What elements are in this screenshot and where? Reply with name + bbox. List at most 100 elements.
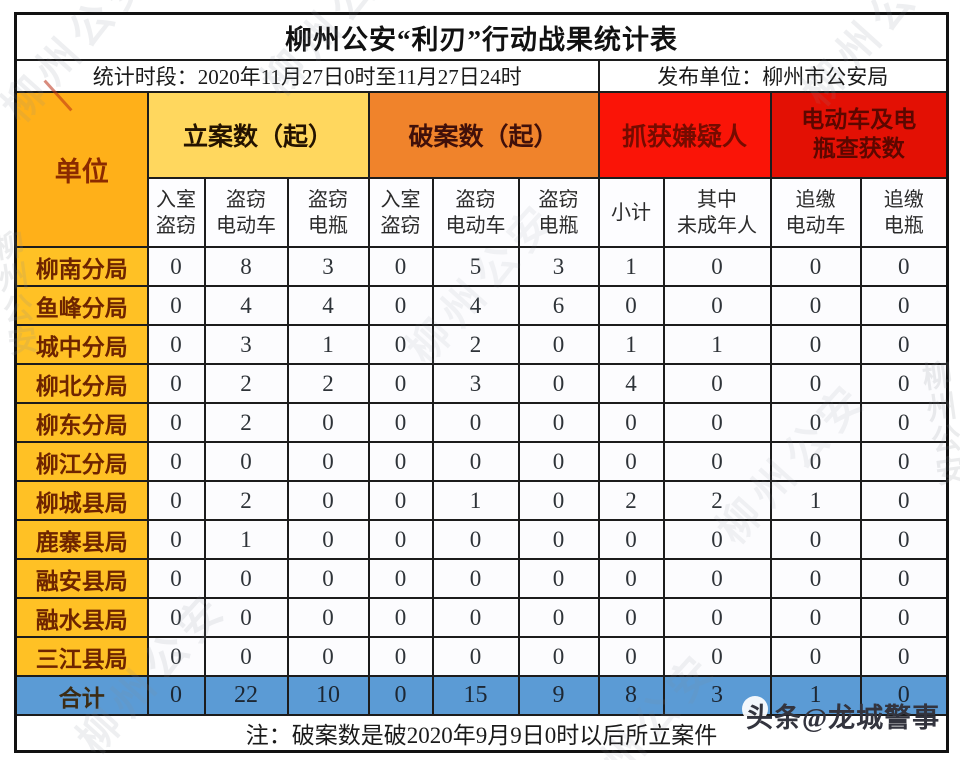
value-cell: 0 <box>769 402 862 443</box>
row-label: 柳城县局 <box>14 480 149 521</box>
value-cell: 0 <box>431 636 520 677</box>
value-cell: 0 <box>662 285 772 326</box>
value-cell: 0 <box>286 519 370 560</box>
value-cell: 0 <box>367 441 434 482</box>
table-row: 融安县局 0 0 0 0 0 0 0 0 0 0 <box>14 558 949 599</box>
value-cell: 0 <box>859 285 949 326</box>
value-cell: 4 <box>203 285 289 326</box>
col-header-ebike-theft-filed: 盗窃 电动车 <box>203 177 289 248</box>
col-header-battery-theft-filed: 盗窃 电瓶 <box>286 177 370 248</box>
value-cell: 8 <box>203 246 289 287</box>
value-cell: 2 <box>203 480 289 521</box>
value-cell: 0 <box>367 246 434 287</box>
row-label: 融水县局 <box>14 597 149 638</box>
value-cell: 0 <box>203 441 289 482</box>
value-cell: 0 <box>662 597 772 638</box>
col-header-battery-theft-solved: 盗窃 电瓶 <box>517 177 600 248</box>
value-cell: 0 <box>859 402 949 443</box>
value-cell: 0 <box>597 402 665 443</box>
value-cell: 0 <box>286 480 370 521</box>
value-cell: 0 <box>859 597 949 638</box>
value-cell: 1 <box>597 246 665 287</box>
value-cell: 0 <box>517 519 600 560</box>
value-cell: 0 <box>859 519 949 560</box>
value-cell: 0 <box>662 441 772 482</box>
value-cell: 0 <box>367 402 434 443</box>
title-row: 柳州公安“利刃”行动战果统计表 <box>14 12 949 61</box>
row-label: 融安县局 <box>14 558 149 599</box>
value-cell: 0 <box>662 363 772 404</box>
value-cell: 0 <box>146 402 206 443</box>
value-cell: 0 <box>662 402 772 443</box>
value-cell: 22 <box>203 675 289 716</box>
value-cell: 0 <box>859 480 949 521</box>
value-cell: 0 <box>431 519 520 560</box>
row-label: 城中分局 <box>14 324 149 365</box>
value-cell: 0 <box>517 597 600 638</box>
table-body: 柳南分局 0 8 3 0 5 3 1 0 0 0 鱼峰分局 0 4 4 0 4 6 0 0 0 0 城中分局 0 3 1 0 2 0 1 1… <box>14 246 949 716</box>
value-cell: 0 <box>367 675 434 716</box>
value-cell: 1 <box>431 480 520 521</box>
value-cell: 0 <box>517 363 600 404</box>
value-cell: 0 <box>597 558 665 599</box>
table-row: 城中分局 0 3 1 0 2 0 1 1 0 0 <box>14 324 949 365</box>
col-header-unit: 单位 <box>14 91 149 248</box>
value-cell: 0 <box>859 636 949 677</box>
value-cell: 0 <box>769 558 862 599</box>
row-label: 鹿寨县局 <box>14 519 149 560</box>
value-cell: 0 <box>597 636 665 677</box>
value-cell: 0 <box>859 675 949 716</box>
value-cell: 0 <box>146 636 206 677</box>
value-cell: 0 <box>517 402 600 443</box>
value-cell: 0 <box>769 324 862 365</box>
value-cell: 2 <box>286 363 370 404</box>
row-label: 柳江分局 <box>14 441 149 482</box>
value-cell: 0 <box>286 402 370 443</box>
value-cell: 1 <box>597 324 665 365</box>
table-row: 柳南分局 0 8 3 0 5 3 1 0 0 0 <box>14 246 949 287</box>
value-cell: 0 <box>859 558 949 599</box>
value-cell: 0 <box>146 480 206 521</box>
value-cell: 6 <box>517 285 600 326</box>
value-cell: 3 <box>203 324 289 365</box>
sub-header-row: 入室 盗窃 盗窃 电动车 盗窃 电瓶 入室 盗窃 盗窃 电动车 盗窃 电瓶 小计… <box>16 177 949 248</box>
value-cell: 0 <box>517 636 600 677</box>
row-label: 柳北分局 <box>14 363 149 404</box>
value-cell: 0 <box>431 558 520 599</box>
value-cell: 0 <box>662 636 772 677</box>
value-cell: 3 <box>431 363 520 404</box>
col-group-cases-solved: 破案数（起） <box>367 91 600 179</box>
table-row: 鹿寨县局 0 1 0 0 0 0 0 0 0 0 <box>14 519 949 560</box>
col-group-suspects-caught: 抓获嫌疑人 <box>597 91 772 179</box>
value-cell: 1 <box>662 324 772 365</box>
value-cell: 0 <box>367 324 434 365</box>
value-cell: 0 <box>203 636 289 677</box>
value-cell: 3 <box>286 246 370 287</box>
value-cell: 0 <box>769 519 862 560</box>
value-cell: 0 <box>146 246 206 287</box>
value-cell: 0 <box>769 636 862 677</box>
value-cell: 0 <box>517 480 600 521</box>
col-header-batteries-recovered: 追缴 电瓶 <box>859 177 949 248</box>
note-row: 注：破案数是破2020年9月9日0时以后所立案件 <box>14 714 949 753</box>
value-cell: 15 <box>431 675 520 716</box>
value-cell: 0 <box>146 597 206 638</box>
value-cell: 0 <box>769 597 862 638</box>
value-cell: 0 <box>769 441 862 482</box>
col-header-subtotal: 小计 <box>597 177 665 248</box>
value-cell: 0 <box>769 246 862 287</box>
value-cell: 1 <box>286 324 370 365</box>
value-cell: 0 <box>431 441 520 482</box>
col-header-minors: 其中 未成年人 <box>662 177 772 248</box>
value-cell: 0 <box>146 363 206 404</box>
value-cell: 3 <box>517 246 600 287</box>
value-cell: 2 <box>203 363 289 404</box>
col-header-ebikes-recovered: 追缴 电动车 <box>769 177 862 248</box>
col-header-burglary-filed: 入室 盗窃 <box>146 177 206 248</box>
col-header-ebike-theft-solved: 盗窃 电动车 <box>431 177 520 248</box>
info-row: 统计时段：2020年11月27日0时至11月27日24时 发布单位：柳州市公安局 <box>14 59 949 93</box>
value-cell: 0 <box>517 324 600 365</box>
row-label: 鱼峰分局 <box>14 285 149 326</box>
value-cell: 1 <box>203 519 289 560</box>
